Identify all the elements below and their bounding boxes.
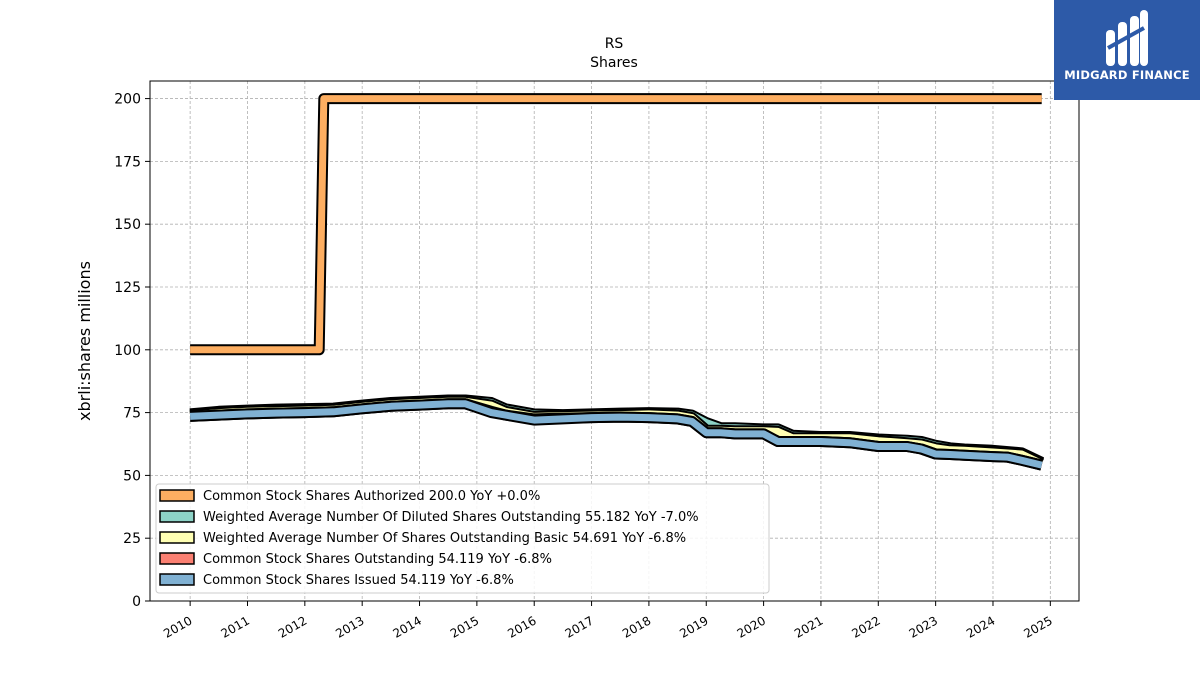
x-tick-label: 2019 xyxy=(677,613,710,640)
y-tick-label: 200 xyxy=(114,92,141,108)
y-tick-label: 25 xyxy=(123,531,141,547)
legend: Common Stock Shares Authorized 200.0 YoY… xyxy=(155,483,770,594)
x-tick-label: 2010 xyxy=(161,613,194,640)
y-tick-label: 75 xyxy=(123,406,141,422)
series-line-common-stock-shares-authorized xyxy=(190,95,1042,354)
legend-entry: Common Stock Shares Issued 54.119 YoY -6… xyxy=(203,573,514,588)
legend-swatch xyxy=(159,552,195,565)
y-tick-label: 100 xyxy=(114,343,141,359)
legend-entry: Weighted Average Number Of Diluted Share… xyxy=(203,510,699,525)
legend-swatch xyxy=(159,573,195,586)
x-tick-label: 2020 xyxy=(735,613,768,640)
brand-logo: MIDGARD FINANCE xyxy=(1054,0,1200,100)
y-tick-label: 175 xyxy=(114,154,141,170)
x-tick-label: 2013 xyxy=(333,613,366,640)
series-line-common-stock-shares-issued xyxy=(189,400,1043,469)
x-tick-label: 2024 xyxy=(964,613,997,640)
x-tick-label: 2023 xyxy=(907,613,940,640)
plot-frame xyxy=(149,80,1080,602)
y-tick-label: 125 xyxy=(114,280,141,296)
chart-subtitle: Shares xyxy=(590,55,638,71)
x-tick-label: 2022 xyxy=(849,613,882,640)
legend-box xyxy=(155,483,770,594)
x-tick-label: 2021 xyxy=(792,613,825,640)
legend-entry: Weighted Average Number Of Shares Outsta… xyxy=(203,531,686,546)
y-tick-label: 50 xyxy=(123,468,141,484)
legend-swatch xyxy=(159,489,195,502)
legend-entry: Common Stock Shares Outstanding 54.119 Y… xyxy=(203,552,552,567)
legend-swatch xyxy=(159,510,195,523)
legend-entry: Common Stock Shares Authorized 200.0 YoY… xyxy=(203,489,540,504)
x-tick-label: 2025 xyxy=(1021,613,1054,640)
y-tick-label: 0 xyxy=(132,594,141,610)
x-tick-label: 2018 xyxy=(620,613,653,640)
y-tick-label: 150 xyxy=(114,217,141,233)
x-tick-label: 2011 xyxy=(219,613,252,640)
grid xyxy=(150,81,1079,602)
logo-mark-icon xyxy=(1106,10,1148,66)
legend-swatch xyxy=(159,531,195,544)
x-tick-label: 2016 xyxy=(505,613,538,640)
x-tick-label: 2017 xyxy=(563,613,596,640)
y-axis-label: xbrli:shares millions xyxy=(75,261,94,421)
x-tick-label: 2015 xyxy=(448,613,481,640)
chart-title: RS xyxy=(605,36,624,52)
x-tick-label: 2014 xyxy=(391,613,424,640)
logo-text: MIDGARD FINANCE xyxy=(1064,68,1190,82)
series-layer xyxy=(189,93,1045,471)
x-tick-label: 2012 xyxy=(276,613,309,640)
